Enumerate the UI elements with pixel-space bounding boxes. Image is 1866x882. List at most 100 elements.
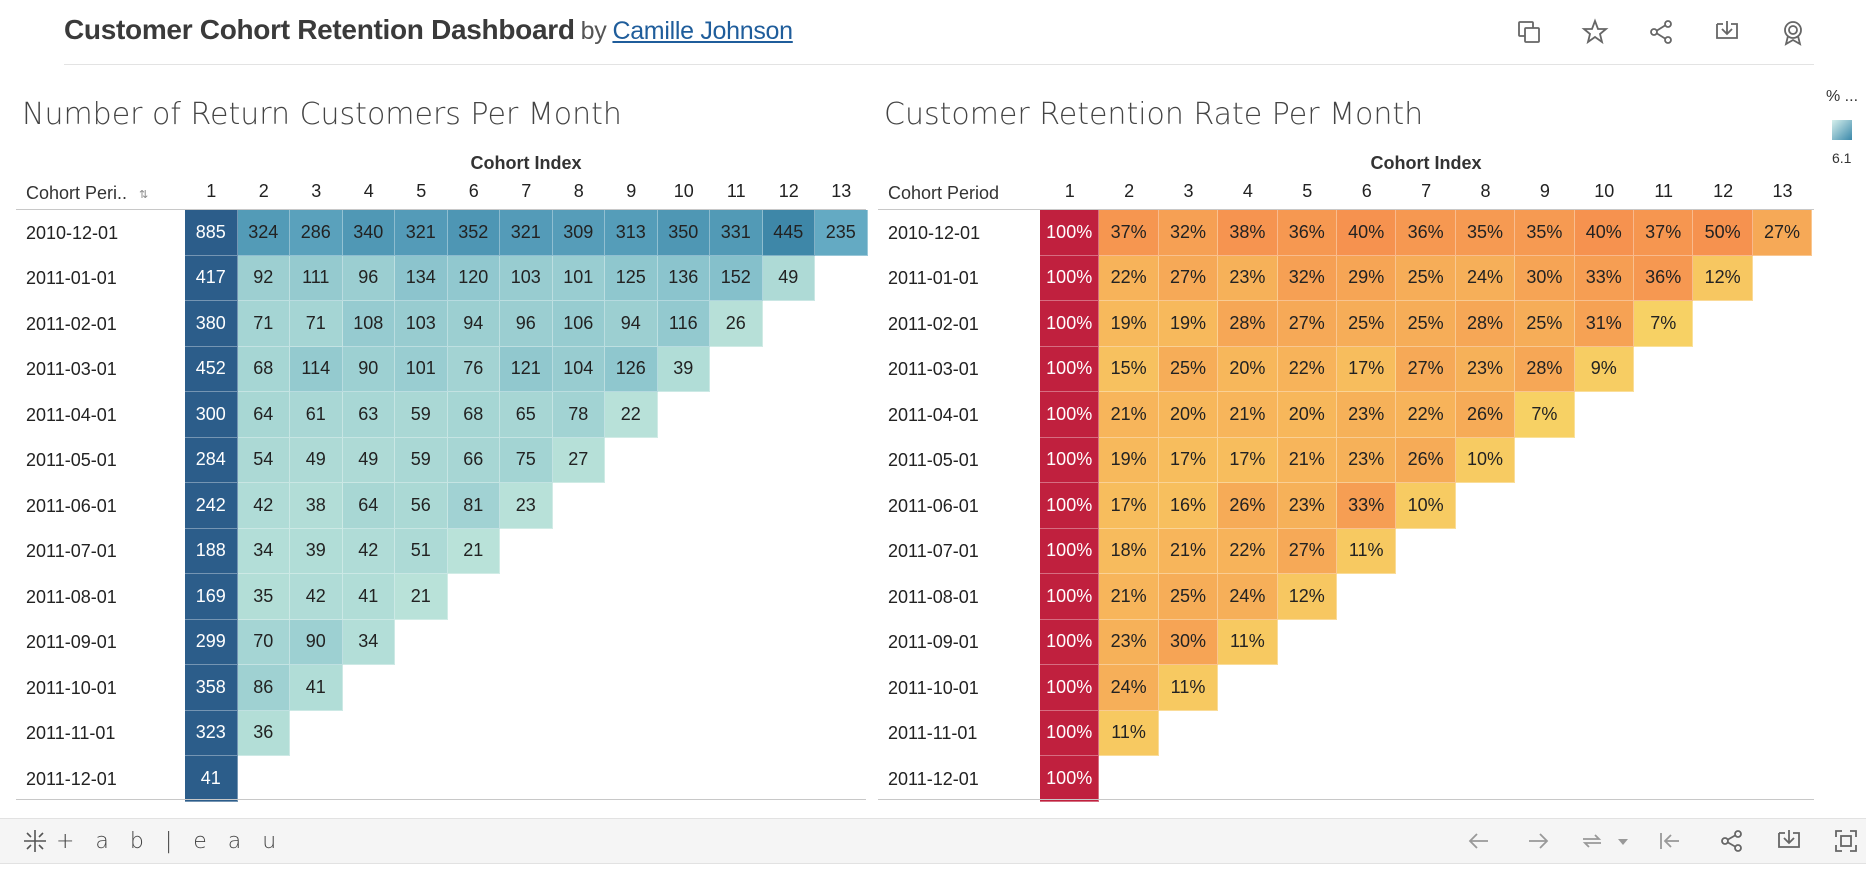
heatmap-cell[interactable]: 50% [1693,210,1753,256]
row-label[interactable]: 2011-09-01 [26,632,117,653]
heatmap-cell[interactable]: 94 [605,301,658,347]
heatmap-cell[interactable]: 103 [395,301,448,347]
heatmap-cell[interactable]: 169 [185,574,238,620]
heatmap-cell[interactable]: 17% [1158,437,1219,483]
sort-icon[interactable]: ⇅ [139,188,149,201]
heatmap-cell[interactable]: 17% [1218,437,1278,483]
row-label[interactable]: 2011-07-01 [26,541,117,562]
heatmap-cell[interactable]: 96 [500,301,553,347]
heatmap-cell[interactable]: 235 [815,210,868,256]
heatmap-cell[interactable]: 36% [1396,210,1456,256]
heatmap-cell[interactable]: 23% [1337,392,1397,438]
heatmap-cell[interactable]: 68 [237,346,290,392]
heatmap-cell[interactable]: 100% [1040,710,1100,756]
footer-share-icon[interactable] [1718,827,1746,855]
heatmap-cell[interactable]: 9% [1574,346,1634,392]
heatmap-cell[interactable]: 104 [552,346,605,392]
heatmap-cell[interactable]: 23% [1277,483,1337,529]
heatmap-cell[interactable]: 101 [552,255,605,301]
heatmap-cell[interactable]: 106 [552,301,605,347]
heatmap-cell[interactable]: 27% [1158,255,1219,301]
left-row-header[interactable]: Cohort Peri.. ⇅ [26,183,148,204]
heatmap-cell[interactable]: 71 [237,301,290,347]
heatmap-cell[interactable]: 92 [237,255,290,301]
heatmap-cell[interactable]: 22% [1396,392,1456,438]
revert-icon[interactable] [1578,827,1606,855]
heatmap-cell[interactable]: 323 [185,710,238,756]
heatmap-cell[interactable]: 59 [395,437,448,483]
heatmap-cell[interactable]: 114 [290,346,343,392]
author-link[interactable]: Camille Johnson [612,17,793,45]
heatmap-cell[interactable]: 41 [290,665,343,711]
row-label[interactable]: 2010-12-01 [888,222,981,243]
heatmap-cell[interactable]: 100% [1040,346,1100,392]
redo-icon[interactable] [1524,827,1552,855]
heatmap-cell[interactable]: 7% [1515,392,1575,438]
heatmap-cell[interactable]: 54 [237,437,290,483]
row-label[interactable]: 2011-02-01 [888,313,979,334]
heatmap-cell[interactable]: 49 [342,437,395,483]
heatmap-cell[interactable]: 350 [657,210,710,256]
heatmap-cell[interactable]: 37% [1099,210,1159,256]
footer-download-icon[interactable] [1775,827,1803,855]
heatmap-cell[interactable]: 76 [447,346,500,392]
row-label[interactable]: 2011-12-01 [888,768,979,789]
row-label[interactable]: 2011-01-01 [26,268,117,289]
heatmap-cell[interactable]: 100% [1040,619,1100,665]
heatmap-cell[interactable]: 27% [1277,528,1337,574]
heatmap-cell[interactable]: 188 [185,528,238,574]
heatmap-cell[interactable]: 152 [710,255,763,301]
heatmap-cell[interactable]: 36% [1277,210,1337,256]
heatmap-cell[interactable]: 885 [185,210,238,256]
row-label[interactable]: 2011-07-01 [888,541,979,562]
heatmap-cell[interactable]: 136 [657,255,710,301]
heatmap-cell[interactable]: 100% [1040,574,1100,620]
heatmap-cell[interactable]: 25% [1396,255,1456,301]
heatmap-cell[interactable]: 42 [237,483,290,529]
heatmap-cell[interactable]: 126 [605,346,658,392]
reset-to-start-icon[interactable] [1656,827,1684,855]
heatmap-cell[interactable]: 100% [1040,437,1100,483]
heatmap-cell[interactable]: 299 [185,619,238,665]
heatmap-cell[interactable]: 23% [1455,346,1516,392]
heatmap-cell[interactable]: 121 [500,346,553,392]
heatmap-cell[interactable]: 11% [1099,710,1159,756]
heatmap-cell[interactable]: 34 [237,528,290,574]
heatmap-cell[interactable]: 68 [447,392,500,438]
heatmap-cell[interactable]: 21 [395,574,448,620]
heatmap-cell[interactable]: 22 [605,392,658,438]
heatmap-cell[interactable]: 26 [710,301,763,347]
heatmap-cell[interactable]: 38 [290,483,343,529]
row-label[interactable]: 2011-11-01 [888,723,978,744]
heatmap-cell[interactable]: 309 [552,210,605,256]
heatmap-cell[interactable]: 71 [290,301,343,347]
heatmap-cell[interactable]: 100% [1040,210,1100,256]
heatmap-cell[interactable]: 22% [1099,255,1159,301]
heatmap-cell[interactable]: 21% [1099,574,1159,620]
row-label[interactable]: 2011-03-01 [26,359,117,380]
row-label[interactable]: 2011-04-01 [888,404,979,425]
heatmap-cell[interactable]: 19% [1099,301,1159,347]
heatmap-cell[interactable]: 100% [1040,665,1100,711]
heatmap-cell[interactable]: 324 [237,210,290,256]
heatmap-cell[interactable]: 15% [1099,346,1159,392]
heatmap-cell[interactable]: 28% [1218,301,1278,347]
heatmap-cell[interactable]: 284 [185,437,238,483]
heatmap-cell[interactable]: 10% [1455,437,1516,483]
heatmap-cell[interactable]: 39 [657,346,710,392]
heatmap-cell[interactable]: 27% [1396,346,1456,392]
heatmap-cell[interactable]: 321 [500,210,553,256]
row-label[interactable]: 2011-05-01 [888,450,979,471]
heatmap-cell[interactable]: 23% [1218,255,1278,301]
heatmap-cell[interactable]: 21% [1277,437,1337,483]
heatmap-cell[interactable]: 28% [1515,346,1575,392]
heatmap-cell[interactable]: 70 [237,619,290,665]
heatmap-cell[interactable]: 286 [290,210,343,256]
heatmap-cell[interactable]: 65 [500,392,553,438]
heatmap-cell[interactable]: 134 [395,255,448,301]
heatmap-cell[interactable]: 108 [342,301,395,347]
row-label[interactable]: 2011-09-01 [888,632,979,653]
heatmap-cell[interactable]: 242 [185,483,238,529]
heatmap-cell[interactable]: 26% [1396,437,1456,483]
heatmap-cell[interactable]: 11% [1337,528,1397,574]
